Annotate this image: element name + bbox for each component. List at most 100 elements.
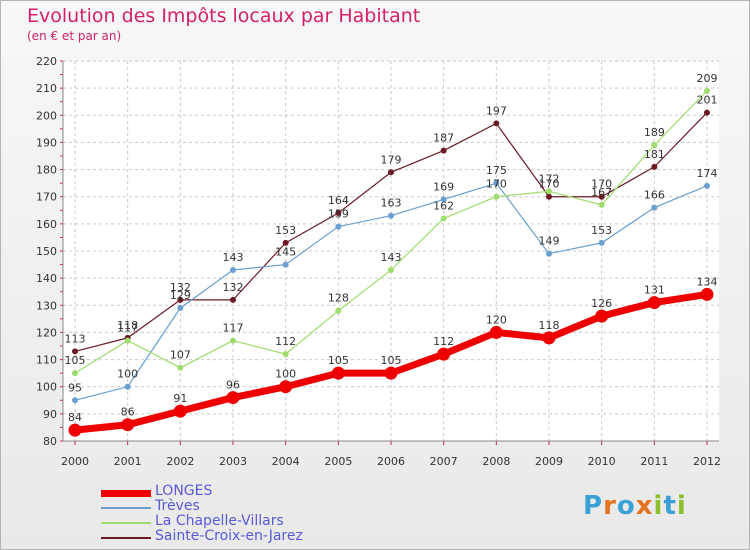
data-point <box>230 296 236 303</box>
data-label: 131 <box>644 284 665 297</box>
data-label: 107 <box>170 349 191 362</box>
logo-letter: o <box>616 491 636 521</box>
data-point <box>68 423 82 437</box>
y-tick-label: 100 <box>36 381 57 394</box>
logo-letter: i <box>653 491 664 521</box>
data-point <box>651 142 658 149</box>
data-label: 126 <box>591 297 612 310</box>
data-label: 170 <box>539 178 560 191</box>
data-point <box>72 397 78 404</box>
data-point <box>704 87 710 94</box>
logo-letter: t <box>663 491 677 521</box>
data-label: 105 <box>65 354 86 367</box>
data-label: 187 <box>433 132 454 145</box>
data-label: 189 <box>644 126 665 139</box>
data-label: 162 <box>433 199 454 212</box>
data-point <box>598 193 605 200</box>
data-point <box>700 287 714 301</box>
data-label: 134 <box>697 275 718 288</box>
data-point <box>440 196 447 203</box>
data-point <box>335 210 342 216</box>
data-label: 175 <box>486 164 507 177</box>
y-tick-label: 110 <box>36 354 57 367</box>
data-point <box>651 204 658 211</box>
data-point <box>282 239 289 246</box>
data-label: 164 <box>328 194 349 207</box>
data-point <box>282 261 289 268</box>
data-label: 86 <box>121 406 135 419</box>
data-label: 159 <box>328 208 349 221</box>
data-point <box>489 325 503 339</box>
data-label: 100 <box>275 368 296 381</box>
data-label: 149 <box>539 235 560 248</box>
data-label: 143 <box>381 251 402 264</box>
data-label: 132 <box>170 281 191 294</box>
data-label: 170 <box>591 178 612 191</box>
legend-label: Sainte-Croix-en-Jarez <box>155 528 303 544</box>
y-tick-label: 140 <box>36 272 57 285</box>
data-label: 120 <box>486 313 507 326</box>
data-point <box>173 404 187 418</box>
data-label: 105 <box>328 354 349 367</box>
x-tick-label: 2005 <box>324 455 352 468</box>
y-tick-label: 210 <box>36 82 57 95</box>
data-point <box>121 418 135 432</box>
y-tick-label: 80 <box>43 435 57 448</box>
data-label: 197 <box>486 104 507 117</box>
data-point <box>331 366 345 380</box>
data-point <box>440 147 447 154</box>
data-label: 181 <box>644 148 665 161</box>
data-label: 129 <box>170 289 191 302</box>
data-label: 91 <box>173 392 187 405</box>
data-point <box>546 250 552 257</box>
legend-label: LONGES <box>155 483 213 499</box>
legend-label: La Chapelle-Villars <box>155 513 284 529</box>
proxiti-logo: Proxiti <box>583 491 687 521</box>
data-point <box>279 380 293 394</box>
data-point <box>177 296 184 303</box>
data-point <box>226 391 240 405</box>
data-point <box>335 307 342 314</box>
data-label: 167 <box>591 186 612 199</box>
data-label: 128 <box>328 292 349 305</box>
x-tick-label: 2002 <box>166 455 194 468</box>
x-tick-label: 2012 <box>693 455 721 468</box>
data-point <box>437 347 451 361</box>
data-point <box>177 305 184 311</box>
logo-letter: r <box>603 491 617 521</box>
data-label: 118 <box>539 319 560 332</box>
data-point <box>388 267 394 273</box>
x-tick-label: 2003 <box>219 455 247 468</box>
x-tick-label: 2007 <box>430 455 458 468</box>
x-tick-label: 2004 <box>272 455 300 468</box>
chart-subtitle: (en € et par an) <box>27 29 122 43</box>
data-label: 84 <box>68 411 82 424</box>
data-point <box>598 239 605 246</box>
logo-letter: P <box>583 491 604 521</box>
data-point <box>704 109 710 116</box>
data-label: 112 <box>433 335 454 348</box>
data-point <box>230 267 236 273</box>
legend-swatch <box>101 489 151 497</box>
data-label: 179 <box>381 153 402 166</box>
y-tick-label: 120 <box>36 326 57 339</box>
data-label: 100 <box>117 368 138 381</box>
data-label: 117 <box>117 322 138 335</box>
data-label: 174 <box>697 167 718 180</box>
y-tick-label: 190 <box>36 136 57 149</box>
data-label: 166 <box>644 189 665 202</box>
data-label: 172 <box>539 172 560 185</box>
chart-title: Evolution des Impôts locaux par Habitant <box>27 5 421 27</box>
data-label: 169 <box>433 180 454 193</box>
data-label: 118 <box>117 319 138 332</box>
y-tick-label: 160 <box>36 218 57 231</box>
data-point <box>230 337 236 344</box>
y-tick-label: 170 <box>36 191 57 204</box>
x-tick-label: 2011 <box>640 455 668 468</box>
data-point <box>335 223 342 230</box>
y-tick-label: 180 <box>36 164 57 177</box>
data-label: 153 <box>275 224 296 237</box>
legend-swatch <box>101 522 151 524</box>
x-tick-label: 2008 <box>482 455 510 468</box>
